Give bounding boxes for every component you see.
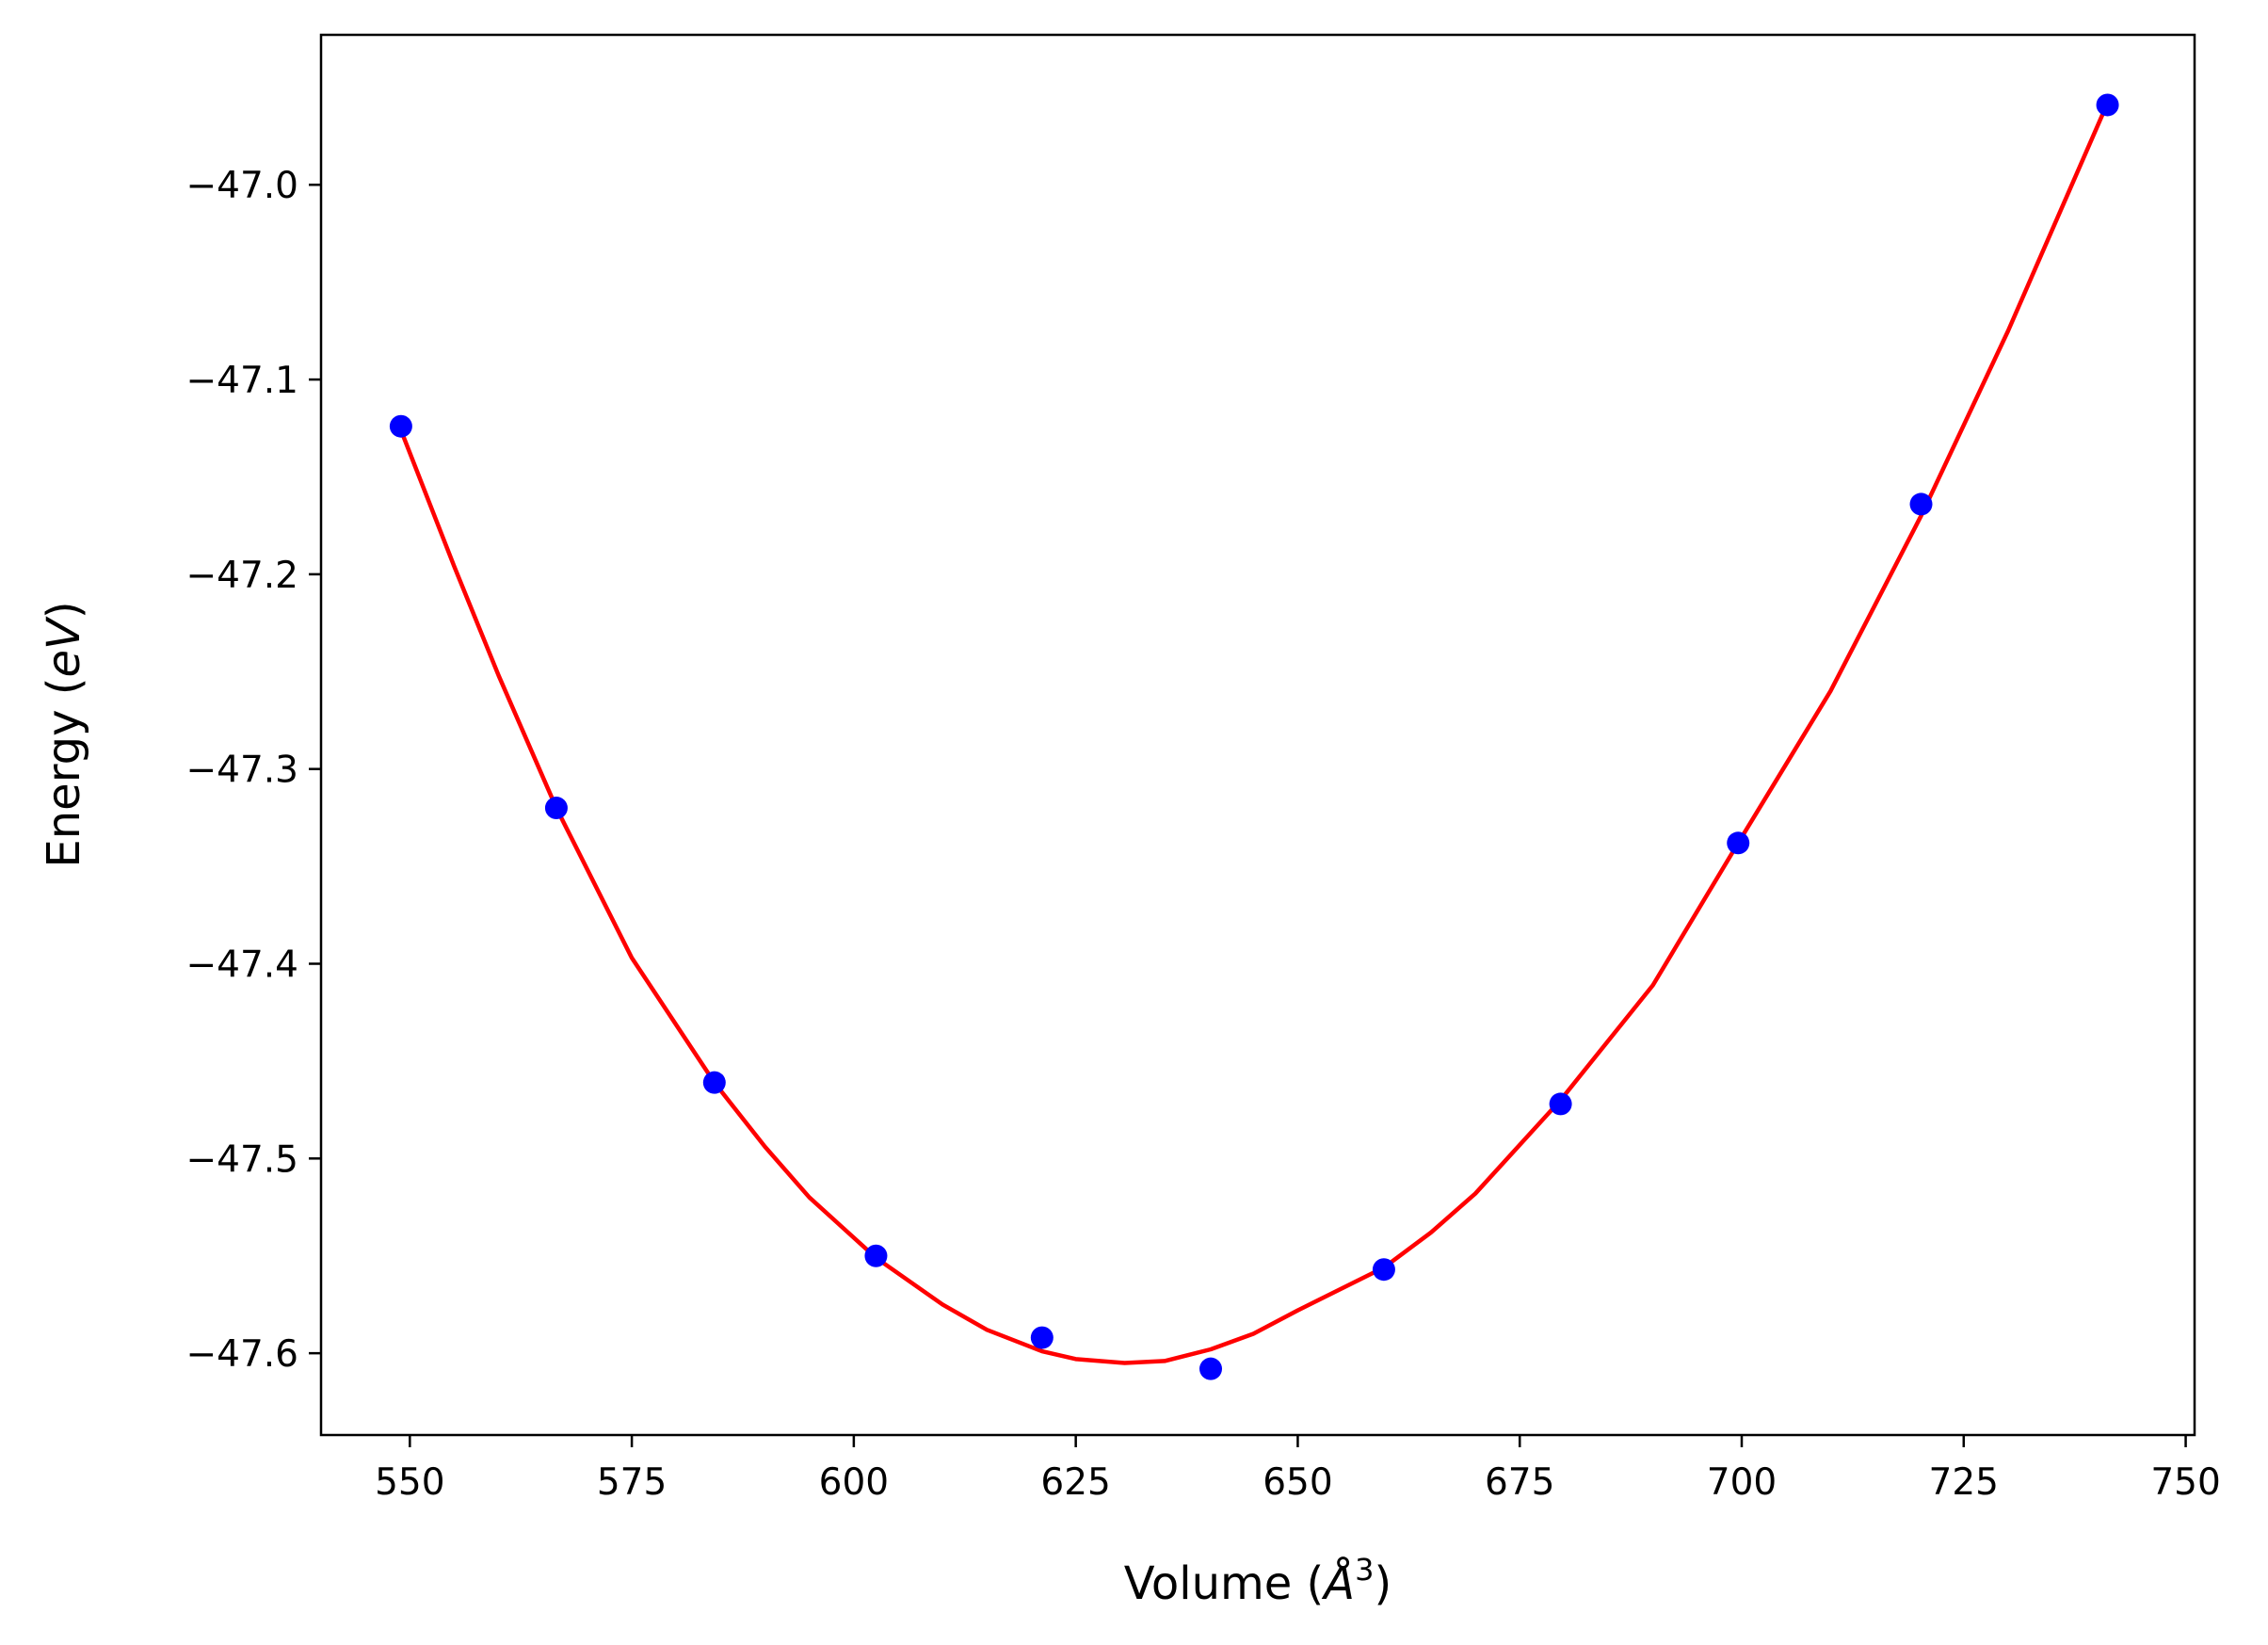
x-tick-label: 750 [2150, 1461, 2220, 1504]
x-tick-label: 625 [1040, 1461, 1110, 1504]
plot-area [321, 35, 2195, 1435]
data-points-layer [389, 93, 2119, 1380]
fit-curve-layer [398, 102, 2110, 1365]
y-axis-ticks: −47.6 −47.5 −47.4 −47.3 −47.2 −47.1 −47.0 [185, 165, 321, 1376]
x-axis-ticks: 550 575 600 625 650 675 700 725 750 [375, 1435, 2221, 1504]
x-axis-title-unit: Å [1321, 1556, 1355, 1610]
x-axis-title-exponent: 3 [1355, 1552, 1374, 1588]
x-tick-label: 575 [597, 1461, 667, 1504]
x-axis-title-text: Volume ( [1124, 1557, 1325, 1610]
data-point [544, 797, 568, 820]
y-axis-title: Energy (eV) [38, 601, 90, 867]
y-axis-title-close: ) [38, 601, 90, 619]
data-point [1199, 1357, 1223, 1380]
data-point [864, 1244, 888, 1267]
data-point [1372, 1258, 1395, 1282]
x-tick-label: 600 [819, 1461, 889, 1504]
x-tick-label: 650 [1263, 1461, 1332, 1504]
x-tick-label: 550 [375, 1461, 444, 1504]
x-axis-title: Volume (Å3) [1124, 1552, 1391, 1610]
y-axis-title-unit: eV [38, 616, 90, 678]
fit-curve-line [398, 102, 2110, 1365]
data-point [2096, 93, 2119, 117]
y-tick-label: −47.4 [185, 944, 298, 987]
y-tick-label: −47.1 [185, 360, 298, 402]
data-point [1030, 1326, 1054, 1349]
data-point [702, 1071, 726, 1094]
y-tick-label: −47.0 [185, 165, 298, 207]
x-axis-title-close: ) [1374, 1557, 1391, 1610]
data-point [1909, 492, 1933, 516]
x-tick-label: 725 [1929, 1461, 1999, 1504]
y-axis-title-text: Energy ( [38, 678, 90, 868]
x-tick-label: 675 [1485, 1461, 1554, 1504]
data-point [389, 414, 412, 438]
y-tick-label: −47.2 [185, 555, 298, 597]
data-point [1727, 831, 1750, 855]
y-tick-label: −47.5 [185, 1138, 298, 1181]
plot-frame [319, 33, 2196, 1437]
x-tick-label: 700 [1707, 1461, 1777, 1504]
y-tick-label: −47.3 [185, 750, 298, 792]
y-tick-label: −47.6 [185, 1333, 298, 1376]
data-point [1549, 1092, 1572, 1116]
